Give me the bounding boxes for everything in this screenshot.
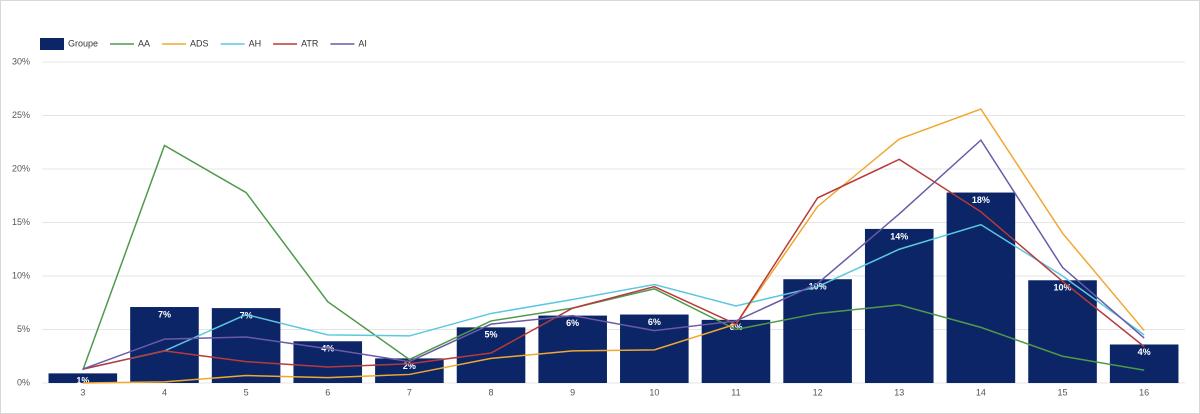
legend-label: ADS — [190, 38, 209, 48]
data-label: 18% — [972, 195, 990, 205]
data-label: 6% — [648, 317, 661, 327]
line — [82, 158, 1145, 370]
data-label: 14% — [890, 231, 908, 241]
bar — [456, 327, 526, 383]
legend-label: AA — [138, 38, 150, 48]
x-tick-label: 5 — [244, 387, 249, 397]
x-tick-label: 9 — [570, 387, 575, 397]
bar — [783, 279, 852, 383]
data-label: 2% — [403, 361, 416, 371]
x-tick-label: 10 — [649, 387, 659, 397]
legend-label: AH — [249, 38, 262, 48]
bar — [1028, 280, 1097, 383]
data-label: 6% — [729, 322, 742, 332]
x-tick-label: 3 — [80, 387, 85, 397]
legend-label: Groupe — [68, 38, 98, 48]
data-label: 5% — [485, 330, 498, 340]
x-tick-label: 15 — [1058, 387, 1068, 397]
x-tick-label: 14 — [976, 387, 986, 397]
x-tick-label: 7 — [407, 387, 412, 397]
line — [82, 144, 1145, 371]
x-tick-label: 13 — [894, 387, 904, 397]
data-label: 6% — [566, 318, 579, 328]
bar — [864, 228, 934, 383]
bar — [130, 307, 199, 383]
y-tick-label: 0% — [17, 377, 30, 387]
x-tick-label: 8 — [489, 387, 494, 397]
bar — [1109, 344, 1179, 383]
x-tick-label: 12 — [813, 387, 823, 397]
bar — [48, 373, 118, 383]
y-tick-label: 15% — [12, 217, 30, 227]
line — [82, 223, 1145, 370]
x-tick-label: 6 — [325, 387, 330, 397]
y-tick-label: 30% — [12, 56, 30, 66]
line — [82, 108, 1145, 384]
data-label: 1% — [76, 376, 89, 386]
data-label: 7% — [240, 310, 253, 320]
bar — [701, 319, 771, 383]
bar — [946, 192, 1016, 383]
data-label: 7% — [158, 309, 171, 319]
bar — [538, 315, 607, 383]
x-tick-label: 11 — [731, 387, 740, 397]
y-tick-label: 25% — [12, 110, 30, 120]
x-tick-label: 4 — [162, 387, 167, 397]
legend-label: ATR — [301, 38, 319, 48]
data-label: 4% — [1138, 347, 1151, 357]
x-tick-label: 16 — [1139, 387, 1149, 397]
legend-swatch — [40, 38, 64, 50]
line — [82, 138, 1145, 370]
legend-label: AI — [358, 38, 367, 48]
y-tick-label: 5% — [17, 324, 30, 334]
data-label: 10% — [1054, 283, 1072, 293]
y-tick-label: 20% — [12, 163, 30, 173]
y-tick-label: 10% — [12, 270, 30, 280]
